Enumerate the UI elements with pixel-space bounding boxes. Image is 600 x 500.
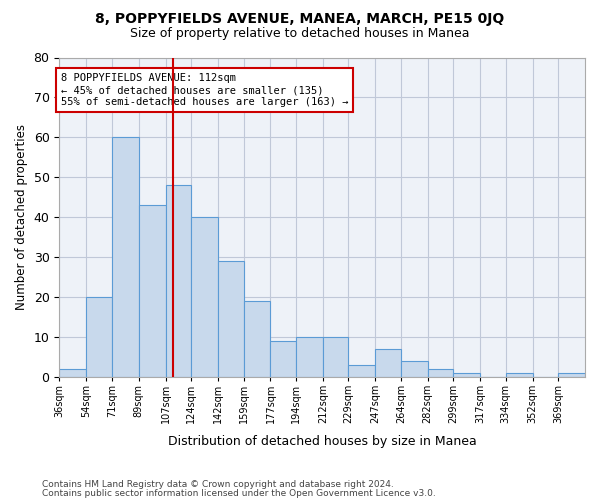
Bar [86, 297, 112, 377]
Bar [218, 261, 244, 377]
Text: Contains public sector information licensed under the Open Government Licence v3: Contains public sector information licen… [42, 489, 436, 498]
X-axis label: Distribution of detached houses by size in Manea: Distribution of detached houses by size … [168, 434, 476, 448]
Bar [166, 186, 191, 377]
Text: Contains HM Land Registry data © Crown copyright and database right 2024.: Contains HM Land Registry data © Crown c… [42, 480, 394, 489]
Bar [244, 301, 271, 377]
Bar [558, 373, 585, 377]
Bar [59, 369, 86, 377]
Bar [191, 218, 218, 377]
Bar [506, 373, 533, 377]
Bar [139, 206, 166, 377]
Bar [296, 337, 323, 377]
Text: Size of property relative to detached houses in Manea: Size of property relative to detached ho… [130, 28, 470, 40]
Bar [271, 341, 296, 377]
Bar [323, 337, 349, 377]
Text: 8, POPPYFIELDS AVENUE, MANEA, MARCH, PE15 0JQ: 8, POPPYFIELDS AVENUE, MANEA, MARCH, PE1… [95, 12, 505, 26]
Y-axis label: Number of detached properties: Number of detached properties [15, 124, 28, 310]
Bar [453, 373, 480, 377]
Text: 8 POPPYFIELDS AVENUE: 112sqm
← 45% of detached houses are smaller (135)
55% of s: 8 POPPYFIELDS AVENUE: 112sqm ← 45% of de… [61, 74, 348, 106]
Bar [428, 369, 453, 377]
Bar [376, 349, 401, 377]
Bar [349, 365, 376, 377]
Bar [112, 138, 139, 377]
Bar [401, 361, 428, 377]
